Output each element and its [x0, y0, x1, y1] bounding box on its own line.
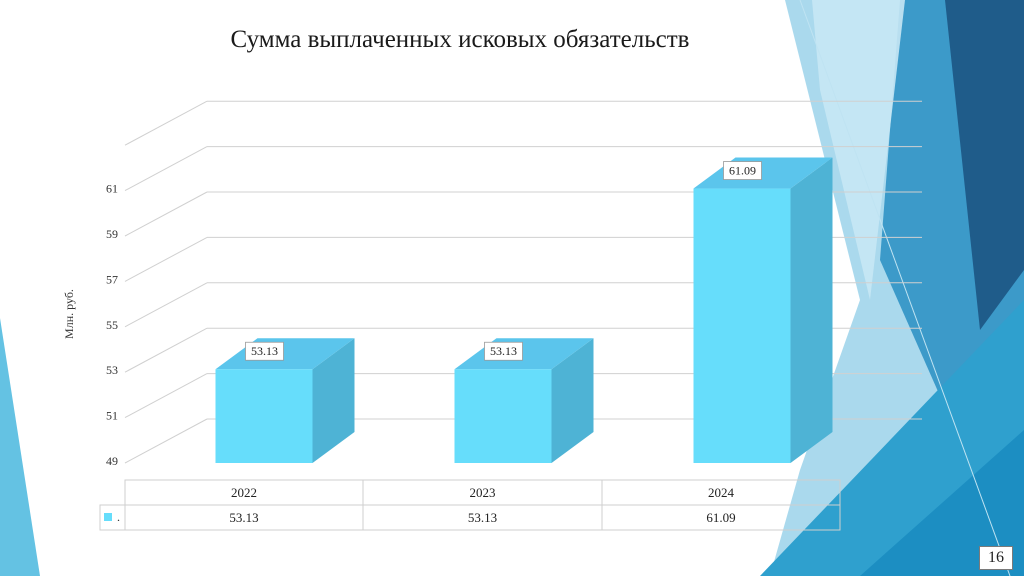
bar-side: [790, 157, 833, 463]
bar: [454, 369, 552, 463]
bar: [693, 188, 791, 463]
data-label-box: [723, 161, 762, 180]
deco-panel-dark: [945, 0, 1024, 330]
x-category-label: 2022: [231, 485, 257, 500]
chart-3d-column: 49 51 53 55 57 59 61 Млн. руб. 53.13 53.13 61.09 20…: [62, 100, 922, 531]
data-label-box: [245, 341, 284, 361]
deco-panel-blue-lower: [860, 430, 1024, 576]
data-label: 53.13: [490, 344, 517, 358]
gridline-side: [124, 282, 208, 328]
gridline-side: [124, 327, 208, 373]
y-tick-label: 49: [106, 454, 118, 468]
data-label-box: [484, 341, 523, 361]
x-category-label: 2024: [708, 485, 735, 500]
slide-number: 16: [979, 546, 1013, 570]
y-tick-label: 51: [106, 409, 118, 423]
bar-side: [312, 338, 355, 463]
deco-panel-pale: [812, 0, 905, 300]
y-axis-title: Млн. руб.: [62, 289, 76, 339]
y-tick-label: 57: [106, 272, 118, 286]
legend-swatch: [104, 513, 112, 521]
y-tick-label: 55: [106, 318, 118, 332]
deco-line: [799, 0, 1011, 576]
y-tick-label: 59: [106, 227, 118, 241]
data-table-value: 53.13: [229, 510, 258, 525]
gridline-side: [124, 373, 208, 419]
gridline-side: [124, 418, 208, 464]
data-table-value-row: [99, 504, 841, 531]
data-label: 61.09: [729, 164, 756, 178]
x-category-label: 2023: [470, 485, 496, 500]
data-label: 53.13: [251, 344, 278, 358]
slide-title: Сумма выплаченных исковых обязательств: [230, 26, 690, 53]
gridline-side: [124, 236, 208, 282]
deco-arrow-left: [0, 318, 40, 576]
gridline-side: [124, 100, 208, 146]
gridline-side: [124, 191, 208, 237]
data-table-value: 61.09: [706, 510, 735, 525]
bar-side: [551, 338, 594, 463]
data-table-value: 53.13: [468, 510, 497, 525]
legend-label: .: [117, 510, 120, 524]
y-tick-label: 61: [106, 182, 118, 196]
y-tick-label: 53: [106, 363, 118, 377]
gridline-side: [124, 146, 208, 192]
bar: [215, 369, 313, 463]
